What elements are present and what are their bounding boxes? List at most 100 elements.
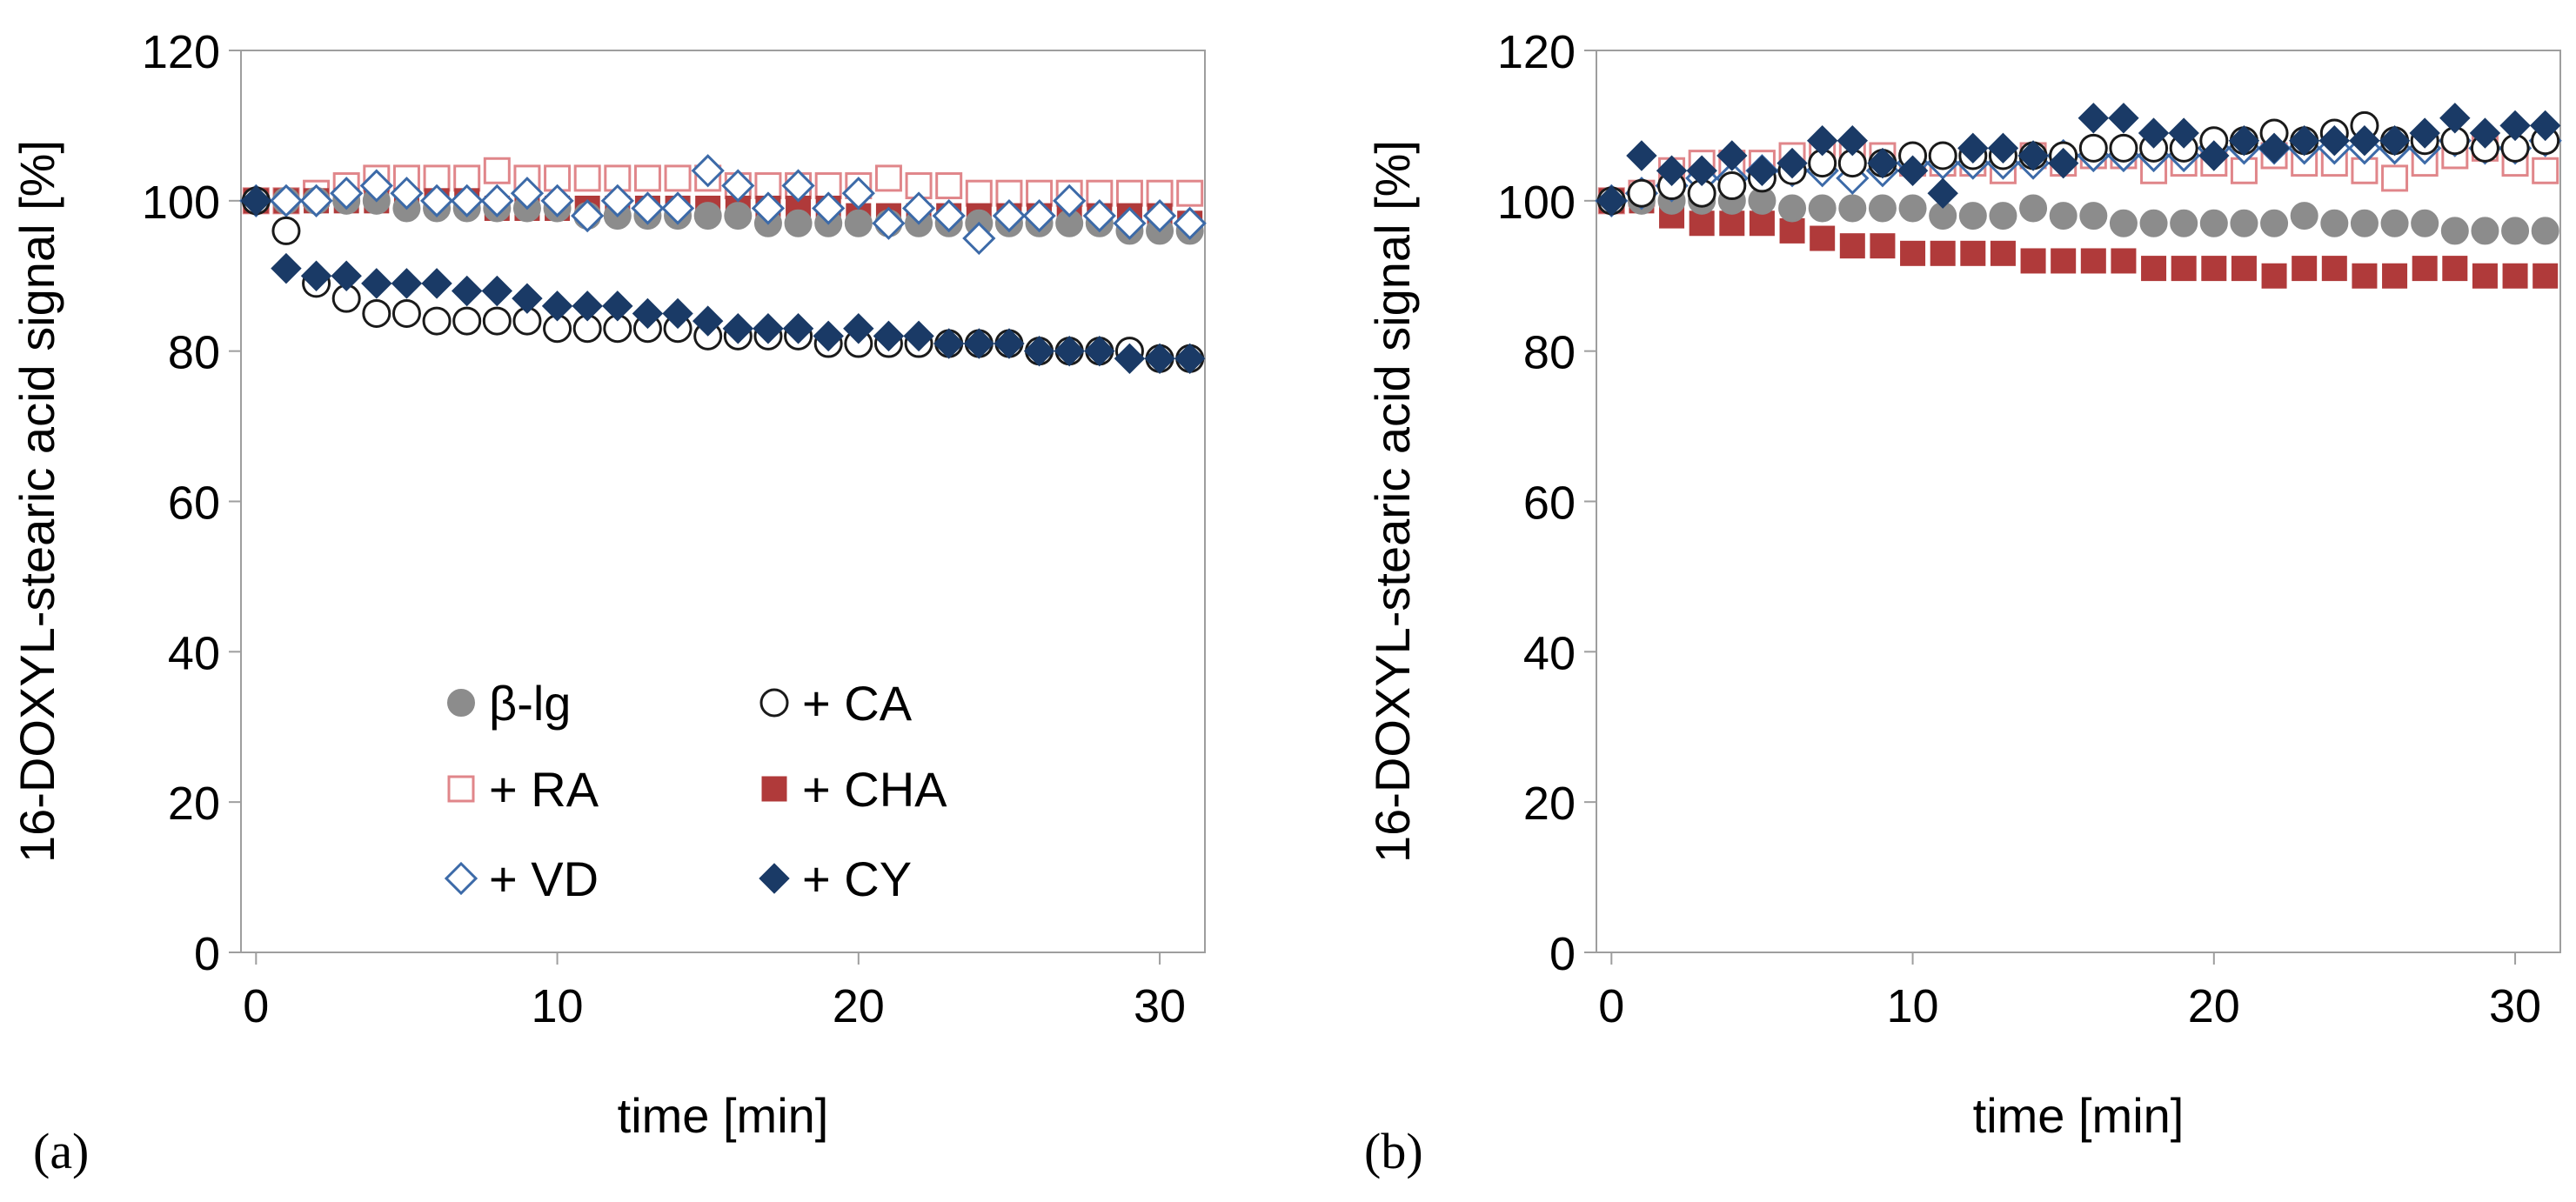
data-point	[784, 209, 813, 237]
data-point	[1867, 147, 1898, 179]
data-point	[1627, 178, 1656, 208]
data-point	[2409, 117, 2440, 149]
legend-label: β-lg	[489, 676, 571, 731]
data-point	[2501, 217, 2530, 245]
data-point	[2109, 133, 2138, 163]
data-point	[2231, 256, 2257, 282]
data-point	[2198, 140, 2230, 171]
data-point	[1174, 343, 1206, 375]
legend-item-ca: + CA	[759, 676, 913, 731]
data-point	[903, 320, 934, 352]
data-point	[541, 290, 573, 322]
data-point	[664, 164, 692, 192]
data-point	[2261, 263, 2287, 289]
data-point	[602, 290, 633, 322]
data-point	[1870, 233, 1896, 259]
y-tick-label: 120	[1497, 26, 1576, 78]
data-point	[361, 268, 392, 299]
data-point	[482, 306, 512, 336]
data-point	[2320, 209, 2349, 237]
data-point	[2352, 263, 2378, 289]
data-point	[300, 260, 332, 291]
y-axis-label: 16-DOXYL-stearic acid signal [%]	[1365, 140, 1420, 863]
legend-marker	[759, 688, 789, 718]
legend-item-cha: + CHA	[761, 762, 947, 817]
data-point	[2260, 209, 2289, 237]
data-point	[2139, 209, 2168, 237]
chart-panel-a: 0 20 40 60 80 100 120 0 10 20 30 time [min] 16-DOXYL…	[10, 26, 1207, 1143]
x-tick-label: 10	[1887, 980, 1939, 1032]
data-point	[2471, 217, 2499, 245]
data-point	[632, 297, 664, 330]
legend-marker	[759, 863, 790, 894]
legend-marker	[447, 775, 475, 803]
series-cy	[240, 185, 1206, 375]
data-point	[480, 184, 514, 217]
data-point	[2079, 202, 2108, 230]
data-point	[782, 313, 814, 344]
data-point	[2201, 256, 2227, 282]
data-point	[721, 169, 755, 203]
data-point	[452, 306, 482, 336]
data-point	[600, 184, 634, 217]
data-point	[510, 177, 545, 210]
data-point	[2380, 209, 2409, 237]
data-point	[451, 275, 483, 307]
data-point	[962, 221, 996, 256]
data-point	[1778, 194, 1807, 223]
y-tick-label: 60	[168, 477, 220, 530]
panel-label-a: (a)	[33, 1123, 90, 1179]
data-point	[633, 164, 661, 192]
data-point	[391, 268, 423, 299]
y-tick-label: 0	[1549, 928, 1576, 980]
data-point	[691, 154, 725, 188]
data-point	[1054, 335, 1085, 367]
data-point	[1779, 217, 1805, 244]
y-tick-label: 0	[194, 928, 220, 980]
data-point	[2318, 124, 2351, 157]
data-point	[1808, 194, 1837, 223]
data-point	[2472, 263, 2498, 289]
x-tick-label: 20	[833, 980, 885, 1032]
x-tick-label: 0	[1598, 980, 1624, 1032]
data-point	[1113, 206, 1147, 240]
data-point	[2350, 209, 2379, 237]
data-point	[843, 313, 874, 344]
panel-label-b: (b)	[1364, 1123, 1423, 1179]
legend-item-vd: + VD	[444, 851, 599, 906]
data-point	[1776, 147, 1808, 179]
data-point	[2111, 248, 2137, 274]
data-point	[2138, 117, 2170, 149]
data-point	[2381, 164, 2409, 192]
data-point	[844, 209, 873, 237]
data-point	[933, 328, 965, 359]
data-point	[421, 268, 452, 299]
x-tick-label: 0	[243, 980, 269, 1032]
data-point	[1686, 155, 1717, 186]
data-point	[660, 191, 695, 225]
y-tick-label: 100	[1497, 177, 1576, 229]
data-point	[754, 172, 782, 200]
data-point	[2440, 217, 2469, 245]
y-tick-label: 60	[1523, 477, 1576, 530]
data-point	[1898, 194, 1927, 223]
data-point	[781, 169, 815, 203]
y-tick-label: 40	[1523, 627, 1576, 679]
data-point	[722, 313, 754, 344]
data-point	[872, 206, 906, 240]
y-axis-label: 16-DOXYL-stearic acid signal [%]	[10, 140, 64, 863]
data-point	[1839, 233, 1865, 259]
data-point	[1960, 240, 1986, 266]
data-point	[2439, 103, 2471, 134]
legend-label: + CA	[802, 676, 913, 731]
data-point	[2258, 132, 2290, 164]
legend-marker	[447, 689, 475, 717]
data-point	[331, 260, 362, 291]
data-point	[571, 198, 605, 233]
data-point	[299, 184, 333, 217]
data-point	[1838, 194, 1867, 223]
data-point	[540, 184, 574, 217]
data-point	[2108, 103, 2139, 134]
data-point	[1900, 240, 1926, 266]
